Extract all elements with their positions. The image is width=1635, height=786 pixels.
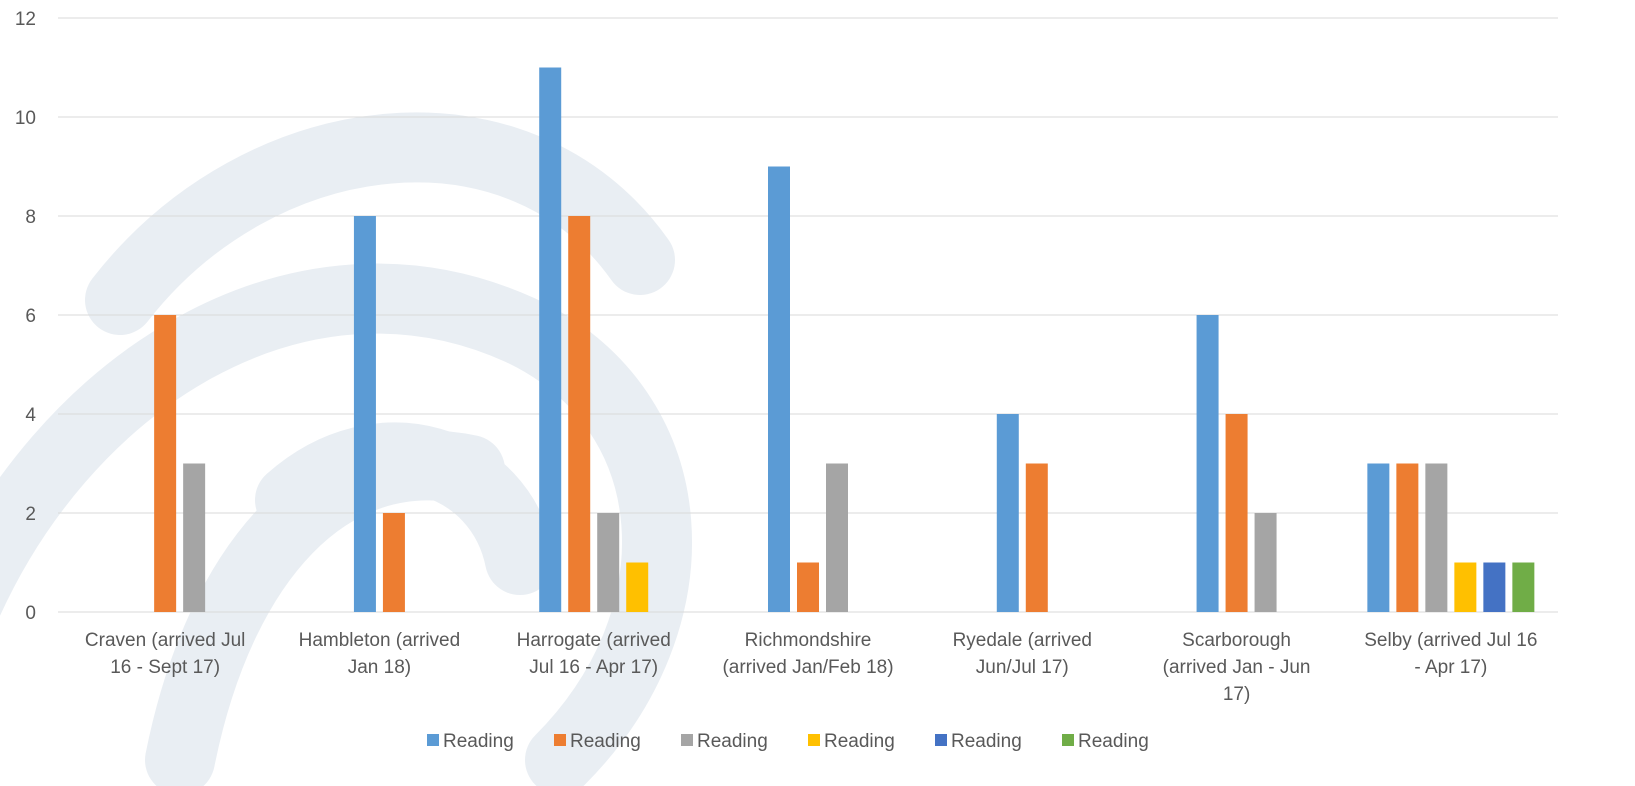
y-axis-tick-labels: 0 2 4 6 8 10 12 [15,9,37,624]
bar [797,562,819,612]
bar [1225,414,1248,612]
legend-swatch [1062,734,1074,746]
x-category-label: Hambleton (arrived [299,630,461,651]
bar [1454,562,1477,612]
y-tick-label: 8 [25,207,36,228]
bar [1483,562,1506,612]
legend-entry-label: Reading [697,731,768,752]
bar [826,463,848,612]
x-category-label: Jun/Jul 17) [976,657,1069,678]
bar [1367,463,1390,612]
bar [1196,315,1219,612]
bar [768,166,790,612]
legend-swatch [808,734,820,746]
bar [1512,562,1535,612]
bar [382,513,405,612]
x-category-label: Scarborough [1182,630,1291,651]
legend-entry-label: Reading [570,731,641,752]
bar [353,216,376,612]
legend: Reading Reading Reading Reading Reading Readi… [427,731,1149,752]
legend-swatch [427,734,439,746]
legend-swatch [681,734,693,746]
legend-swatch [554,734,566,746]
y-tick-label: 2 [25,504,36,525]
bar [597,513,620,612]
bar [568,216,591,612]
x-category-label: 17) [1223,684,1250,705]
bar [626,562,649,612]
x-category-label: Jul 16 - Apr 17) [529,657,658,678]
x-category-label: Ryedale (arrived [953,630,1092,651]
bar [1254,513,1277,612]
x-category-label: Harrogate (arrived [517,630,671,651]
x-category-label: - Apr 17) [1414,657,1487,678]
bar [996,414,1019,612]
legend-entry-label: Reading [443,731,514,752]
x-category-label: 16 - Sept 17) [110,657,220,678]
x-category-label: Craven (arrived Jul [85,630,246,651]
legend-entry-label: Reading [951,731,1022,752]
bar [1025,463,1048,612]
x-category-label: Richmondshire [745,630,872,651]
bar [154,315,177,612]
legend-entry-label: Reading [824,731,895,752]
legend-swatch [935,734,947,746]
x-category-label: (arrived Jan - Jun [1163,657,1311,678]
bar [1425,463,1448,612]
bars [154,67,1535,612]
y-tick-label: 0 [25,603,36,624]
y-tick-label: 12 [15,9,36,30]
bar [1396,463,1419,612]
legend-entry-label: Reading [1078,731,1149,752]
bar [539,67,562,612]
x-category-label: (arrived Jan/Feb 18) [722,657,893,678]
y-tick-label: 4 [25,405,36,426]
bar [183,463,206,612]
x-category-label: Jan 18) [348,657,411,678]
watermark-swirl-graphic [0,112,692,786]
x-category-label: Selby (arrived Jul 16 [1364,630,1537,651]
x-axis-category-labels: Craven (arrived Jul 16 - Sept 17) Hambleto… [85,630,1538,705]
y-tick-label: 6 [25,306,36,327]
y-tick-label: 10 [15,108,36,129]
